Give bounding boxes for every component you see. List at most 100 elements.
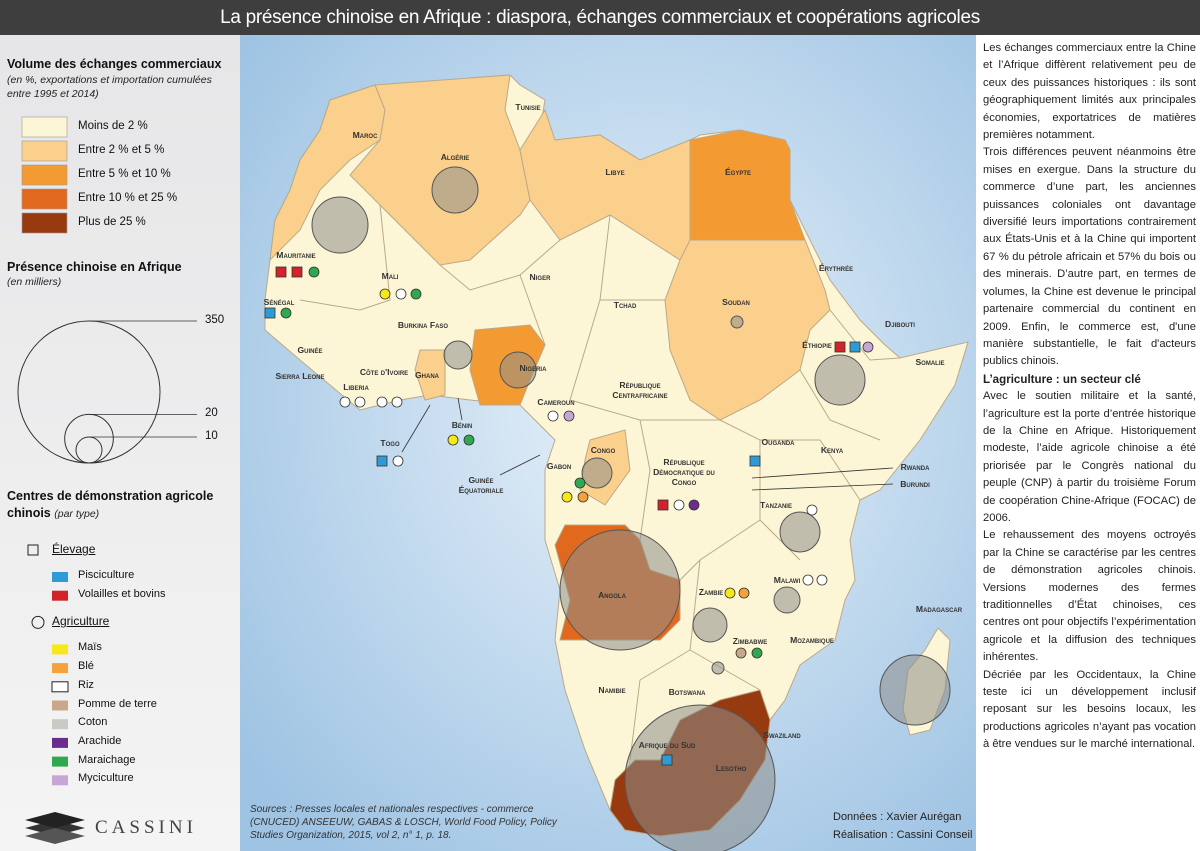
heading: L’agriculture : un secteur clé <box>983 372 1141 386</box>
country-label: Somalie <box>915 357 945 367</box>
country-label: Soudan <box>722 297 750 307</box>
country-label: Ouganda <box>761 437 795 447</box>
presence-circles <box>311 166 951 851</box>
country-label: République Démocratique du Congo <box>653 457 715 487</box>
centre-label: Blé <box>78 660 94 673</box>
paragraphs: Les échanges commerciaux entre la Chine … <box>983 40 1196 371</box>
paragraph: Avec le soutien militaire et la santé, l… <box>983 390 1196 524</box>
centre-marker <box>308 266 320 278</box>
size-label: 350 <box>205 314 225 326</box>
presence-circle <box>711 661 725 675</box>
centre-marker <box>391 396 403 408</box>
sources: Sources : Presses locales et nationales … <box>250 804 557 841</box>
centre-marker <box>447 434 459 446</box>
legend <box>17 116 197 844</box>
group-symbol <box>27 544 39 556</box>
country-label: Nigeria <box>519 363 547 373</box>
country-label: Sierra Leone <box>275 371 325 381</box>
group-name: Agriculture <box>52 614 110 629</box>
centre-marker <box>264 307 276 319</box>
legend-swatch <box>21 140 68 162</box>
centre-marker <box>574 477 586 489</box>
group-symbol <box>31 615 45 629</box>
centre-marker <box>738 587 750 599</box>
country-label: Côte d'Ivoire <box>359 367 409 377</box>
centre-marker <box>339 396 351 408</box>
country-label: Maroc <box>352 130 378 140</box>
presence-circle <box>559 529 681 651</box>
country-label: Burundi <box>900 479 930 489</box>
country-label: Cameroun <box>537 397 575 407</box>
leader-line <box>457 397 463 421</box>
logo-layer <box>25 828 85 844</box>
centre-swatch <box>52 644 68 655</box>
centre-label: Maraichage <box>78 753 136 766</box>
country-label: Djibouti <box>885 319 915 329</box>
country-label: Botswana <box>668 687 706 697</box>
centre-swatch <box>52 700 68 711</box>
country-label: Togo <box>380 438 400 448</box>
size-label: 20 <box>205 407 218 420</box>
legend-swatch <box>21 212 68 234</box>
centre-swatch <box>52 719 68 730</box>
legend-subtitle: (en milliers) <box>7 276 62 288</box>
centre-marker <box>395 288 407 300</box>
centre-marker <box>849 341 861 353</box>
logo: CASSINI <box>95 817 197 838</box>
paragraph: Trois différences peuvent néanmoins être… <box>983 146 1196 368</box>
country-label: Mauritanie <box>276 250 316 260</box>
paragraph: Les échanges commerciaux entre la Chine … <box>983 42 1196 142</box>
centre-marker <box>577 491 589 503</box>
country-label: Swaziland <box>763 730 801 740</box>
country-label: Sénégal <box>263 297 295 307</box>
centre-marker <box>751 647 763 659</box>
group-name: Élevage <box>52 542 96 556</box>
country-label: Tanzanie <box>760 500 792 510</box>
legend-subtitle: (par type) <box>54 508 100 520</box>
centre-marker <box>463 434 475 446</box>
presence-circle <box>814 354 866 406</box>
egypte <box>689 129 806 241</box>
country-label: Zimbabwe <box>732 636 768 646</box>
legend-label: Moins de 2 % <box>78 120 148 132</box>
legend-title: Volume des échanges commerciaux <box>7 57 222 71</box>
presence-circle <box>624 704 776 851</box>
leader-line <box>401 404 431 453</box>
algerie <box>349 74 531 266</box>
centre-label: Arachide <box>78 734 122 747</box>
centre-swatch <box>52 737 68 748</box>
country-label: Burkina Faso <box>397 320 449 330</box>
country-label: Tunisie <box>515 102 541 112</box>
presence-circle <box>692 607 728 643</box>
centre-marker <box>816 574 828 586</box>
size-circle <box>64 413 114 464</box>
leader-line <box>751 483 894 491</box>
country-label: Tchad <box>613 300 637 310</box>
credit: Données : Xavier Aurégan <box>833 811 962 823</box>
credit: Réalisation : Cassini Conseil <box>833 829 973 841</box>
centre-marker <box>410 288 422 300</box>
country-label: Madagascar <box>915 604 963 614</box>
legend-label: Entre 2 % et 5 % <box>78 144 165 156</box>
country-label: Afrique du Sud <box>638 740 696 750</box>
logo-layer <box>25 812 85 828</box>
centre-marker <box>561 491 573 503</box>
paragraphs: Avec le soutien militaire et la santé, l… <box>983 388 1196 754</box>
centre-marker <box>547 410 559 422</box>
centre-marker <box>280 307 292 319</box>
legend-title: Présence chinoise en Afrique <box>7 260 182 274</box>
centre-marker <box>661 754 673 766</box>
country-label: Malawi <box>773 575 801 585</box>
ghana <box>414 349 446 401</box>
legend-swatch <box>21 164 68 186</box>
leader-lines <box>401 397 894 491</box>
country-label: Mozambique <box>790 635 834 645</box>
country-label: Kenya <box>820 445 844 455</box>
centre-label: Pomme de terre <box>78 697 157 710</box>
centre-label: Coton <box>78 716 108 729</box>
centre-marker <box>379 288 391 300</box>
centre-marker <box>657 499 669 511</box>
country-label: Éthiopie <box>802 340 832 350</box>
